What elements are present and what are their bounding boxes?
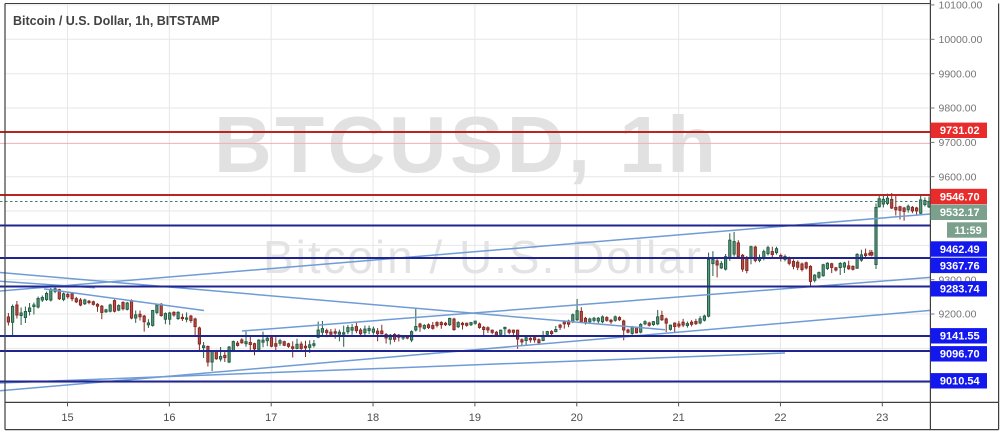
svg-text:19: 19 (469, 412, 481, 424)
svg-text:20: 20 (571, 412, 583, 424)
svg-text:9141.55: 9141.55 (940, 331, 980, 343)
svg-text:23: 23 (876, 412, 888, 424)
svg-text:9800.00: 9800.00 (939, 103, 977, 115)
svg-text:21: 21 (672, 412, 684, 424)
svg-text:9532.17: 9532.17 (940, 207, 980, 219)
svg-text:BTCUSD, 1h: BTCUSD, 1h (214, 100, 716, 189)
svg-text:9700.00: 9700.00 (939, 137, 977, 149)
svg-text:10000.00: 10000.00 (939, 34, 983, 46)
svg-text:Bitcoin / U.S. Dollar, 1h, BIT: Bitcoin / U.S. Dollar, 1h, BITSTAMP (13, 14, 220, 28)
svg-text:22: 22 (774, 412, 786, 424)
svg-text:9096.70: 9096.70 (940, 349, 980, 361)
svg-text:9546.70: 9546.70 (940, 191, 980, 203)
svg-text:10100.00: 10100.00 (939, 0, 983, 12)
svg-text:9283.74: 9283.74 (940, 284, 981, 296)
svg-text:9010.54: 9010.54 (940, 376, 981, 388)
svg-text:15: 15 (61, 412, 73, 424)
svg-text:16: 16 (163, 412, 175, 424)
svg-text:9367.76: 9367.76 (940, 260, 980, 272)
svg-text:9900.00: 9900.00 (939, 68, 977, 80)
svg-text:17: 17 (265, 412, 277, 424)
svg-text:18: 18 (367, 412, 379, 424)
svg-text:9731.02: 9731.02 (940, 125, 980, 137)
svg-text:11:59: 11:59 (954, 225, 982, 237)
svg-text:9462.49: 9462.49 (940, 244, 980, 256)
svg-text:9200.00: 9200.00 (939, 309, 977, 321)
svg-text:9600.00: 9600.00 (939, 171, 977, 183)
